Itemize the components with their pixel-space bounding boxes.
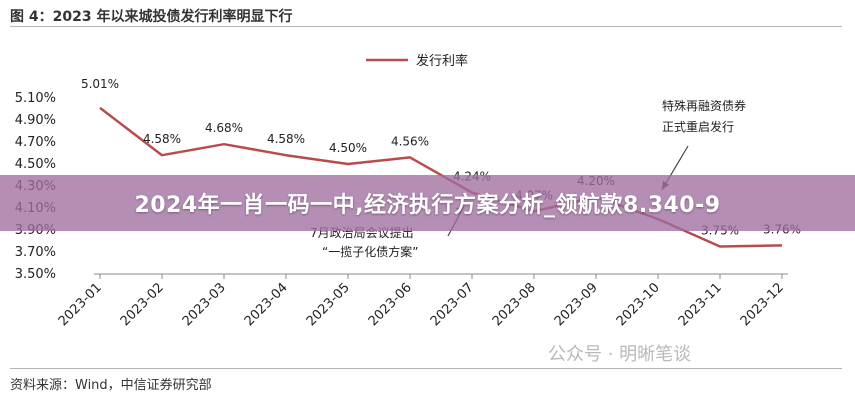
y-tick-label: 4.90% xyxy=(15,113,56,128)
x-tick-label: 2023-05 xyxy=(304,280,353,329)
annotation-text: “一揽子化债方案” xyxy=(322,244,418,259)
data-label: 4.56% xyxy=(391,134,429,148)
data-label: 4.50% xyxy=(329,141,367,155)
overlay-banner: 2024年一肖一码一中,经济执行方案分析_领航款8.340-9 xyxy=(0,175,855,231)
data-label: 4.58% xyxy=(143,132,181,146)
x-tick-label: 2023-12 xyxy=(738,280,787,329)
annotation-text: 特殊再融资债券 xyxy=(662,98,746,113)
y-tick-label: 3.50% xyxy=(15,267,56,282)
x-tick-label: 2023-10 xyxy=(614,280,663,329)
x-tick-label: 2023-04 xyxy=(242,280,291,329)
data-label: 5.01% xyxy=(81,77,119,91)
y-tick-label: 5.10% xyxy=(15,91,56,106)
x-tick-label: 2023-07 xyxy=(428,280,477,329)
x-tick-label: 2023-01 xyxy=(56,280,105,329)
y-tick-label: 4.70% xyxy=(15,135,56,150)
annotation-text: 正式重启发行 xyxy=(662,119,734,134)
x-tick-label: 2023-02 xyxy=(118,280,167,329)
bottom-divider xyxy=(10,368,842,369)
x-tick-label: 2023-08 xyxy=(490,280,539,329)
line-chart: 3.50%3.70%3.90%4.10%4.30%4.50%4.70%4.90%… xyxy=(15,53,801,329)
legend-label: 发行利率 xyxy=(416,53,468,69)
top-divider xyxy=(10,26,842,27)
source-note: 资料来源：Wind，中信证券研究部 xyxy=(10,378,212,393)
x-tick-label: 2023-11 xyxy=(676,280,725,329)
data-label: 4.58% xyxy=(267,132,305,146)
y-tick-label: 4.50% xyxy=(15,157,56,172)
figure-title: 图 4：2023 年以来城投债发行利率明显下行 xyxy=(10,9,293,25)
data-label: 4.68% xyxy=(205,121,243,135)
watermark-text: 公众号 · 明晰笔谈 xyxy=(548,344,692,365)
overlay-banner-text: 2024年一肖一码一中,经济执行方案分析_领航款8.340-9 xyxy=(134,193,721,218)
legend: 发行利率 xyxy=(366,53,468,69)
x-tick-label: 2023-06 xyxy=(366,280,415,329)
x-tick-label: 2023-09 xyxy=(552,280,601,329)
x-axis: 2023-01 2023-02 2023-03 2023-04 2023-05 2023-… xyxy=(56,273,788,329)
y-tick-label: 3.70% xyxy=(15,245,56,260)
x-tick-label: 2023-03 xyxy=(180,280,229,329)
